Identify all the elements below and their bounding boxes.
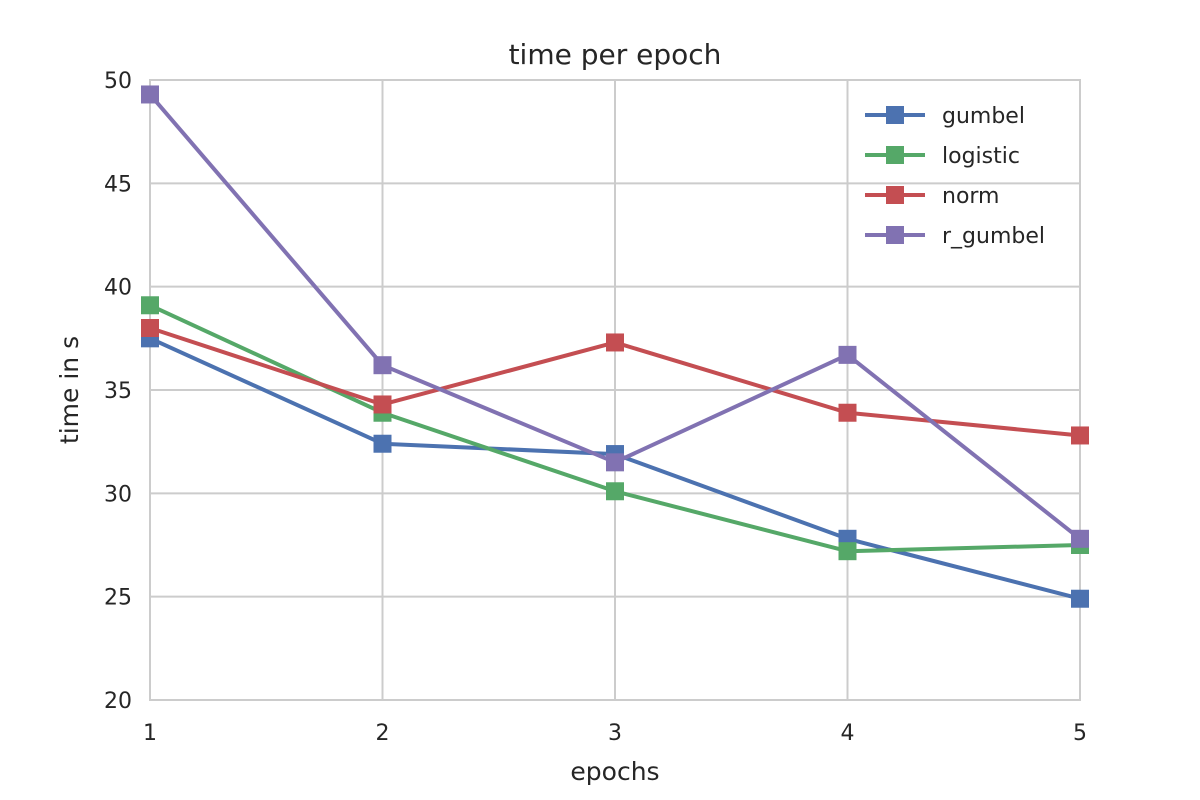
y-tick-label: 20 <box>104 689 132 714</box>
legend-item: logistic <box>865 144 1020 169</box>
data-point <box>1071 426 1089 445</box>
data-point <box>373 356 392 375</box>
data-point <box>373 395 392 414</box>
y-tick-label: 30 <box>104 482 132 507</box>
data-point <box>141 319 159 337</box>
legend-label: r_gumbel <box>942 224 1045 249</box>
legend-label: gumbel <box>942 104 1025 129</box>
legend-item: r_gumbel <box>865 224 1045 249</box>
legend-marker <box>886 186 904 204</box>
series-norm <box>141 319 1089 445</box>
series-group <box>141 85 1089 608</box>
grid <box>149 79 1081 701</box>
plot-frame <box>149 79 1081 701</box>
series-r-gumbel <box>141 85 1089 548</box>
data-point <box>1071 589 1089 608</box>
legend: gumbel logistic norm r_gumbel <box>865 104 1045 249</box>
y-tick-label: 40 <box>104 276 132 301</box>
legend-marker <box>886 226 904 244</box>
y-tick-label: 50 <box>104 69 132 94</box>
legend-item: norm <box>865 184 1000 209</box>
x-tick-label: 1 <box>143 721 157 746</box>
y-tick-label: 45 <box>104 172 132 197</box>
y-tick-label: 35 <box>104 379 132 404</box>
y-tick-label: 25 <box>104 586 132 611</box>
data-point <box>141 85 159 104</box>
x-tick-label: 5 <box>1073 721 1087 746</box>
legend-item: gumbel <box>865 104 1025 129</box>
legend-marker <box>886 106 904 124</box>
data-point <box>606 453 624 472</box>
data-point <box>141 296 159 315</box>
legend-marker <box>886 146 904 164</box>
x-tick-label: 4 <box>841 721 855 746</box>
x-tick-labels: 1 2 3 4 5 <box>143 721 1087 746</box>
data-point <box>838 345 857 364</box>
data-point <box>373 434 392 453</box>
data-point <box>838 542 857 561</box>
y-axis-title: time in s <box>55 336 84 444</box>
chart-title: time per epoch <box>509 38 722 71</box>
x-tick-label: 2 <box>376 721 390 746</box>
legend-label: logistic <box>942 144 1020 169</box>
data-point <box>606 482 624 501</box>
data-point <box>606 333 624 352</box>
x-axis-title: epochs <box>570 757 659 786</box>
data-point <box>1071 529 1089 548</box>
data-point <box>838 403 857 422</box>
x-tick-label: 3 <box>608 721 622 746</box>
y-tick-labels: 20 25 30 35 40 45 50 <box>104 69 132 714</box>
legend-label: norm <box>942 184 1000 209</box>
